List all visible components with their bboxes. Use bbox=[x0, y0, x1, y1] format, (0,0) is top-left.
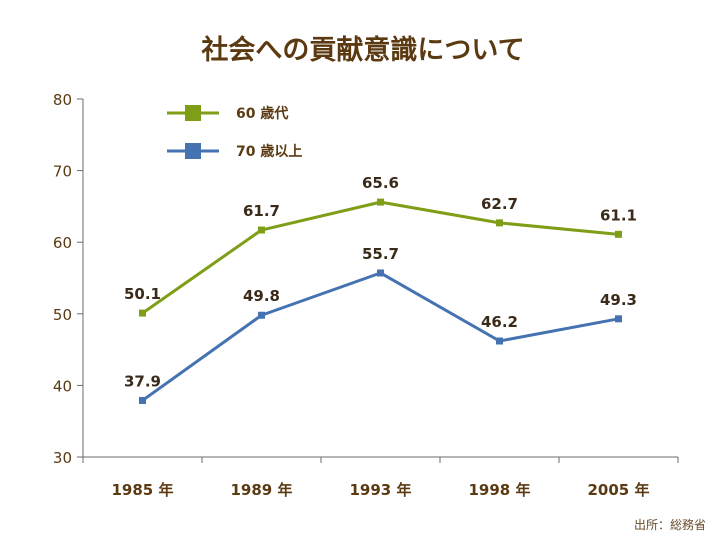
y-tick-label: 30 bbox=[53, 449, 72, 467]
data-label: 37.9 bbox=[124, 372, 161, 390]
legend-label-2: 70 歳以上 bbox=[236, 143, 302, 160]
legend-marker-2 bbox=[185, 143, 201, 159]
data-label: 55.7 bbox=[362, 245, 399, 263]
legend-label-1: 60 歳代 bbox=[236, 105, 288, 122]
y-tick-label: 80 bbox=[53, 91, 72, 109]
chart-title: 社会への貢献意識について bbox=[201, 35, 525, 66]
data-label: 46.2 bbox=[481, 313, 518, 331]
data-point bbox=[258, 226, 265, 234]
data-point bbox=[377, 198, 384, 206]
y-tick-label: 70 bbox=[53, 163, 72, 181]
data-point bbox=[496, 337, 503, 345]
x-tick-label: 1993 年 bbox=[350, 481, 412, 499]
data-point bbox=[139, 309, 146, 317]
data-point bbox=[258, 311, 265, 319]
data-label: 50.1 bbox=[124, 285, 161, 303]
data-label: 62.7 bbox=[481, 195, 518, 213]
y-tick-label: 60 bbox=[53, 234, 72, 252]
y-tick-label: 40 bbox=[53, 377, 72, 395]
x-tick-label: 1989 年 bbox=[231, 481, 293, 499]
source-note: 出所：総務省 bbox=[633, 518, 706, 532]
data-label: 49.3 bbox=[600, 291, 637, 309]
data-label: 49.8 bbox=[243, 287, 280, 305]
x-tick-label: 1985 年 bbox=[112, 481, 174, 499]
data-point bbox=[615, 315, 622, 323]
data-label: 65.6 bbox=[362, 174, 399, 192]
data-label: 61.1 bbox=[600, 206, 637, 224]
series-line-2 bbox=[141, 271, 619, 402]
data-point bbox=[496, 219, 503, 227]
x-tick-label: 2005 年 bbox=[588, 481, 650, 499]
data-label: 61.7 bbox=[243, 202, 280, 220]
y-tick-label: 50 bbox=[53, 306, 72, 324]
x-tick-label: 1998 年 bbox=[469, 481, 531, 499]
data-point bbox=[615, 230, 622, 238]
data-point bbox=[377, 269, 384, 277]
legend-marker-1 bbox=[185, 105, 201, 121]
data-point bbox=[139, 396, 146, 404]
